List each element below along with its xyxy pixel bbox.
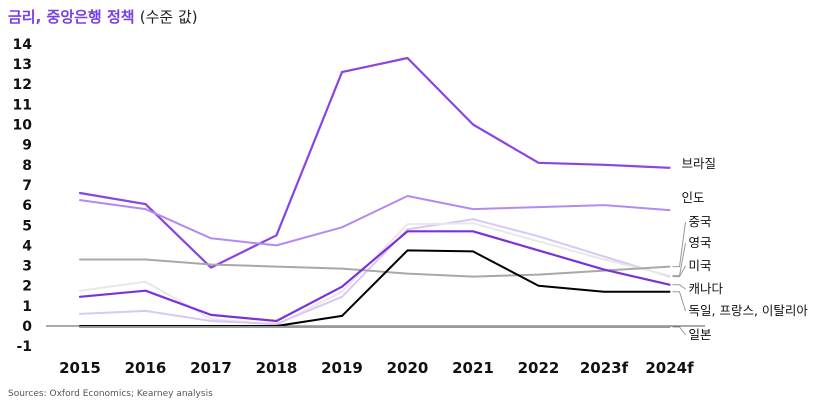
- y-tick-label: 3: [22, 259, 32, 275]
- chart-title-main: 금리, 중앙은행 정책: [8, 8, 135, 26]
- y-tick-label: 9: [22, 138, 32, 154]
- label-leader-line: [672, 284, 686, 290]
- x-tick-label: 2015: [59, 359, 101, 377]
- series-line-0: [340, 56, 671, 169]
- series-label: 캐나다: [689, 281, 724, 296]
- series-line-3: [341, 222, 671, 293]
- chart-title: 금리, 중앙은행 정책 (수준 값): [8, 6, 198, 27]
- y-tick-label: 0: [22, 319, 32, 335]
- series-label: 영국: [689, 235, 712, 250]
- y-tick-label: 4: [22, 238, 32, 254]
- y-tick-label: 10: [13, 118, 33, 134]
- series-label: 인도: [682, 190, 705, 205]
- series-label: 독일, 프랑스, 이탈리아: [689, 303, 809, 318]
- y-tick-label: 11: [13, 97, 32, 113]
- series-line-5: [340, 230, 671, 288]
- y-tick-label: 2: [22, 279, 32, 295]
- series-label: 브라질: [682, 156, 717, 171]
- y-tick-label: 14: [13, 37, 33, 53]
- series-line-early-2: [79, 258, 343, 270]
- series-line-6: [341, 249, 671, 317]
- y-tick-label: 7: [22, 178, 32, 194]
- x-tick-label: 2024f: [645, 359, 694, 377]
- series-line-1: [341, 195, 671, 229]
- series-line-early-4: [79, 295, 343, 325]
- series-line-2: [341, 265, 671, 278]
- x-tick-label: 2020: [387, 359, 429, 377]
- label-leader-line: [672, 265, 686, 278]
- chart-title-sub: (수준 값): [139, 8, 198, 26]
- x-tick-label: 2019: [321, 359, 363, 377]
- label-leader-line: [672, 291, 686, 312]
- x-tick-label: 2016: [125, 359, 167, 377]
- x-tick-label: 2023f: [580, 359, 629, 377]
- label-leader-line: [672, 242, 686, 277]
- label-leader-line: [672, 221, 686, 268]
- y-tick-label: 8: [22, 158, 32, 174]
- x-tick-label: 2018: [256, 359, 298, 377]
- series-label: 미국: [689, 258, 712, 273]
- source-note: Sources: Oxford Economics; Kearney analy…: [8, 389, 213, 399]
- y-tick-label: 5: [22, 218, 32, 234]
- y-tick-label: -1: [16, 339, 32, 355]
- series-line-early-3: [79, 280, 343, 326]
- y-tick-label: 13: [13, 57, 32, 73]
- series-label: 일본: [689, 327, 712, 342]
- series-line-early-0: [78, 70, 344, 269]
- label-leader-line: [672, 326, 686, 336]
- x-tick-label: 2017: [190, 359, 232, 377]
- series-line-4: [341, 218, 671, 298]
- series-line-early-1: [79, 199, 343, 247]
- y-tick-label: 6: [22, 198, 32, 214]
- series-line-early-5: [78, 285, 344, 323]
- y-tick-label: 1: [22, 299, 32, 315]
- y-tick-label: 12: [13, 77, 32, 93]
- series-label: 중국: [689, 214, 712, 229]
- x-tick-label: 2021: [452, 359, 494, 377]
- x-tick-label: 2022: [518, 359, 560, 377]
